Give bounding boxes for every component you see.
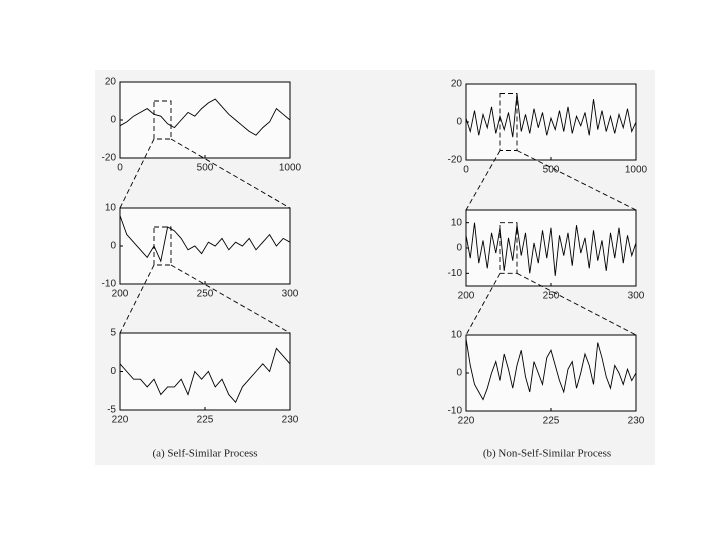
y-tick-label: 0 bbox=[456, 117, 462, 128]
y-tick-label: -10 bbox=[448, 268, 463, 279]
x-tick-label: 250 bbox=[197, 289, 214, 300]
y-tick-label: 10 bbox=[451, 330, 463, 341]
zoom-box bbox=[499, 93, 518, 151]
caption: (a) Self-Similar Process bbox=[152, 448, 257, 460]
zoom-connector bbox=[170, 264, 291, 334]
x-tick-label: 250 bbox=[543, 291, 560, 302]
x-tick-label: 300 bbox=[282, 289, 299, 300]
series-line bbox=[465, 93, 637, 138]
y-tick-label: 20 bbox=[105, 77, 117, 88]
x-tick-label: 500 bbox=[543, 165, 560, 176]
plot-area bbox=[465, 83, 637, 161]
y-tick-label: 0 bbox=[110, 241, 116, 252]
plot-area bbox=[119, 332, 291, 411]
zoom-connector bbox=[516, 150, 637, 211]
y-tick-label: 0 bbox=[456, 368, 462, 379]
x-tick-label: 0 bbox=[463, 165, 469, 176]
zoom-connector bbox=[465, 150, 501, 211]
plot-area bbox=[465, 334, 637, 412]
zoom-connector bbox=[170, 138, 291, 209]
x-tick-label: 230 bbox=[628, 416, 645, 427]
plot-area bbox=[465, 209, 637, 287]
y-tick-label: 0 bbox=[456, 243, 462, 254]
x-tick-label: 200 bbox=[112, 289, 129, 300]
x-tick-label: 220 bbox=[112, 415, 129, 426]
zoom-connector bbox=[516, 272, 637, 336]
zoom-box bbox=[153, 100, 172, 140]
y-tick-label: 10 bbox=[451, 217, 463, 228]
y-tick-label: -10 bbox=[448, 406, 463, 417]
y-tick-label: -20 bbox=[448, 155, 463, 166]
plot-area bbox=[119, 81, 291, 159]
y-tick-label: 0 bbox=[110, 366, 116, 377]
y-tick-label: 0 bbox=[110, 115, 116, 126]
series-line bbox=[465, 338, 637, 401]
x-tick-label: 300 bbox=[628, 291, 645, 302]
y-tick-label: 5 bbox=[110, 328, 116, 339]
zoom-connector bbox=[465, 273, 501, 336]
zoom-connector bbox=[119, 138, 155, 209]
x-tick-label: 225 bbox=[197, 415, 214, 426]
y-tick-label: -10 bbox=[102, 279, 117, 290]
caption: (b) Non-Self-Similar Process bbox=[483, 448, 611, 460]
zoom-connector bbox=[119, 264, 155, 334]
zoom-box bbox=[153, 226, 172, 266]
series-line bbox=[465, 222, 637, 276]
y-tick-label: 20 bbox=[451, 79, 463, 90]
series-line bbox=[119, 347, 291, 404]
x-tick-label: 220 bbox=[458, 416, 475, 427]
x-tick-label: 500 bbox=[197, 163, 214, 174]
y-tick-label: -5 bbox=[107, 405, 116, 416]
y-tick-label: -20 bbox=[102, 153, 117, 164]
x-tick-label: 200 bbox=[458, 291, 475, 302]
y-tick-label: 10 bbox=[105, 203, 117, 214]
x-tick-label: 1000 bbox=[625, 165, 648, 176]
zoom-box bbox=[499, 222, 518, 274]
series-line bbox=[119, 98, 291, 136]
x-tick-label: 230 bbox=[282, 415, 299, 426]
x-tick-label: 225 bbox=[543, 416, 560, 427]
plot-area bbox=[119, 207, 291, 285]
x-tick-label: 1000 bbox=[279, 163, 302, 174]
series-line bbox=[119, 215, 291, 263]
x-tick-label: 0 bbox=[117, 163, 123, 174]
